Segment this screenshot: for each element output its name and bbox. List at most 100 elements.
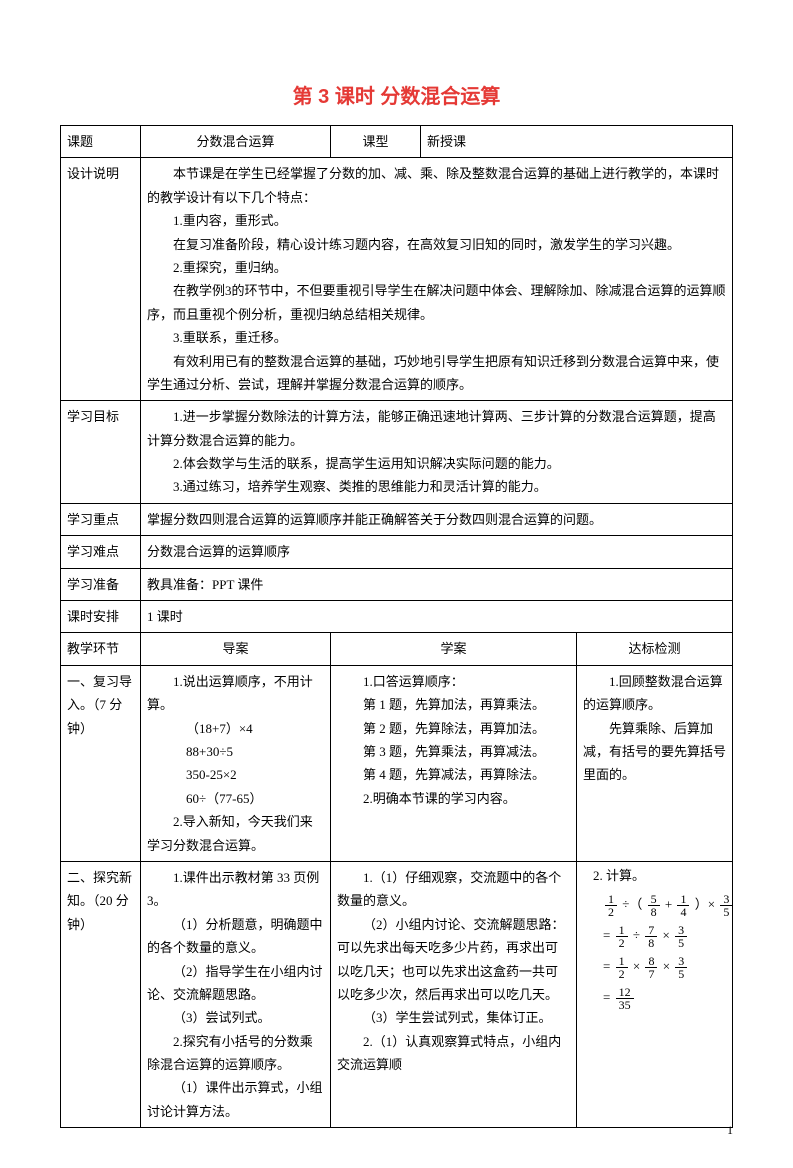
calc-line-4: = 1235 bbox=[583, 986, 726, 1011]
header-row: 课题 分数混合运算 课型 新授课 bbox=[61, 126, 733, 158]
seg2-dao-2: 2.探究有小括号的分数乘除混合运算的运算顺序。 bbox=[147, 1030, 324, 1077]
design-h1: 1.重内容，重形式。 bbox=[147, 209, 726, 232]
page: 第 3 课时 分数混合运算 课题 分数混合运算 课型 新授课 设计说明 本节课是… bbox=[0, 0, 793, 1168]
page-number: 1 bbox=[727, 1123, 733, 1138]
seg2-da: 2. 计算。 12 ÷（ 58 + 14 ）× 35 = 12 ÷ 7 bbox=[577, 861, 733, 1127]
op: ）× bbox=[695, 896, 715, 911]
design-h3: 3.重联系，重迁移。 bbox=[147, 326, 726, 349]
design-row: 设计说明 本节课是在学生已经掌握了分数的加、减、乘、除及整数混合运算的基础上进行… bbox=[61, 158, 733, 401]
op: × bbox=[662, 927, 669, 942]
goal-2: 2.体会数学与生活的联系，提高学生运用知识解决实际问题的能力。 bbox=[147, 452, 726, 475]
seg2-xue-2: 2.（1）认真观察算式特点，小组内交流运算顺 bbox=[337, 1030, 570, 1077]
seg1-dao-e3: 350-25×2 bbox=[147, 763, 324, 786]
frac-a3: 12 bbox=[616, 955, 628, 980]
frac-a4: 1235 bbox=[616, 986, 634, 1011]
lesson-table: 课题 分数混合运算 课型 新授课 设计说明 本节课是在学生已经掌握了分数的加、减… bbox=[60, 125, 733, 1128]
seg1-row: 一、复习导入。（7 分钟） 1.说出运算顺序，不用计算。 （18+7）×4 88… bbox=[61, 665, 733, 861]
seg1-dao-intro: 1.说出运算顺序，不用计算。 bbox=[147, 670, 324, 717]
seg2-row: 二、探究新知。（20 分钟） 1.课件出示教材第 33 页例 3。 （1）分析题… bbox=[61, 861, 733, 1127]
seg-h2: 导案 bbox=[141, 633, 331, 665]
frac-a2: 12 bbox=[616, 924, 628, 949]
focus-text: 掌握分数四则混合运算的运算顺序并能正确解答关于分数四则混合运算的问题。 bbox=[141, 503, 733, 535]
design-h2: 2.重探究，重归纳。 bbox=[147, 256, 726, 279]
page-title: 第 3 课时 分数混合运算 bbox=[60, 80, 733, 109]
seg1-dao-e4: 60÷（77-65） bbox=[147, 787, 324, 810]
seg1-xue: 1.口答运算顺序： 第 1 题，先算加法，再算乘法。 第 2 题，先算除法，再算… bbox=[331, 665, 577, 861]
prep-row: 学习准备 教具准备：PPT 课件 bbox=[61, 568, 733, 600]
focus-label: 学习重点 bbox=[61, 503, 141, 535]
seg2-dao-13: （3）尝试列式。 bbox=[147, 1006, 324, 1029]
design-p3: 在教学例3的环节中，不但要重视引导学生在解决问题中体会、理解除加、除减混合运算的… bbox=[147, 279, 726, 326]
frac-b3: 87 bbox=[645, 955, 657, 980]
seg1-xue-4: 第 4 题，先算减法，再算除法。 bbox=[337, 763, 570, 786]
op: × bbox=[663, 958, 670, 973]
goals-label: 学习目标 bbox=[61, 401, 141, 504]
difficulty-text: 分数混合运算的运算顺序 bbox=[141, 536, 733, 568]
seg1-dao-e1: （18+7）×4 bbox=[147, 717, 324, 740]
difficulty-row: 学习难点 分数混合运算的运算顺序 bbox=[61, 536, 733, 568]
frac-b2: 78 bbox=[645, 924, 657, 949]
design-p4: 有效利用已有的整数混合运算的基础，巧妙地引导学生把原有知识迁移到分数混合运算中来… bbox=[147, 350, 726, 397]
seg2-dao: 1.课件出示教材第 33 页例 3。 （1）分析题意，明确题中的各个数量的意义。… bbox=[141, 861, 331, 1127]
seg2-dao-12: （2）指导学生在小组内讨论、交流解题思路。 bbox=[147, 960, 324, 1007]
goal-3: 3.通过练习，培养学生观察、类推的思维能力和灵活计算的能力。 bbox=[147, 475, 726, 498]
seg2-dao-11: （1）分析题意，明确题中的各个数量的意义。 bbox=[147, 913, 324, 960]
schedule-text: 1 课时 bbox=[141, 601, 733, 633]
difficulty-label: 学习难点 bbox=[61, 536, 141, 568]
seg-h3: 学案 bbox=[331, 633, 577, 665]
seg-h1: 教学环节 bbox=[61, 633, 141, 665]
seg2-dao-1: 1.课件出示教材第 33 页例 3。 bbox=[147, 866, 324, 913]
calc-line-3: = 12 × 87 × 35 bbox=[583, 955, 726, 980]
prep-text: 教具准备：PPT 课件 bbox=[141, 568, 733, 600]
seg2-xue-13: （3）学生尝试列式，集体订正。 bbox=[337, 1006, 570, 1029]
seg-h4: 达标检测 bbox=[577, 633, 733, 665]
seg1-dao-e2: 88+30÷5 bbox=[147, 740, 324, 763]
calc-line-2: = 12 ÷ 78 × 35 bbox=[583, 924, 726, 949]
type-label: 课型 bbox=[331, 126, 421, 158]
frac-b1: 58 bbox=[648, 893, 660, 918]
op: + bbox=[665, 896, 672, 911]
seg1-dao-p2: 2.导入新知，今天我们来学习分数混合运算。 bbox=[147, 810, 324, 857]
design-p2: 在复习准备阶段，精心设计练习题内容，在高效复习旧知的同时，激发学生的学习兴趣。 bbox=[147, 233, 726, 256]
seg1-dao: 1.说出运算顺序，不用计算。 （18+7）×4 88+30÷5 350-25×2… bbox=[141, 665, 331, 861]
frac-c1: 14 bbox=[677, 893, 689, 918]
frac-c3: 35 bbox=[675, 955, 687, 980]
design-label: 设计说明 bbox=[61, 158, 141, 401]
calc-title: 2. 计算。 bbox=[583, 866, 726, 887]
op: ÷（ bbox=[622, 896, 642, 911]
goal-1: 1.进一步掌握分数除法的计算方法，能够正确迅速地计算两、三步计算的分数混合运算题… bbox=[147, 405, 726, 452]
topic-value: 分数混合运算 bbox=[141, 126, 331, 158]
prep-label: 学习准备 bbox=[61, 568, 141, 600]
seg2-xue-1: 1.（1）仔细观察，交流题中的各个数量的意义。 bbox=[337, 866, 570, 913]
schedule-row: 课时安排 1 课时 bbox=[61, 601, 733, 633]
segment-header-row: 教学环节 导案 学案 达标检测 bbox=[61, 633, 733, 665]
topic-label: 课题 bbox=[61, 126, 141, 158]
eq: = bbox=[603, 989, 610, 1004]
seg2-label: 二、探究新知。（20 分钟） bbox=[61, 861, 141, 1127]
goals-content: 1.进一步掌握分数除法的计算方法，能够正确迅速地计算两、三步计算的分数混合运算题… bbox=[141, 401, 733, 504]
design-p1: 本节课是在学生已经掌握了分数的加、减、乘、除及整数混合运算的基础上进行教学的，本… bbox=[147, 162, 726, 209]
frac-d1: 35 bbox=[720, 893, 732, 918]
goals-row: 学习目标 1.进一步掌握分数除法的计算方法，能够正确迅速地计算两、三步计算的分数… bbox=[61, 401, 733, 504]
focus-row: 学习重点 掌握分数四则混合运算的运算顺序并能正确解答关于分数四则混合运算的问题。 bbox=[61, 503, 733, 535]
seg2-xue-12: （2）小组内讨论、交流解题思路：可以先求出每天吃多少片药，再求出可以吃几天；也可… bbox=[337, 913, 570, 1007]
seg1-label: 一、复习导入。（7 分钟） bbox=[61, 665, 141, 861]
calc-line-1: 12 ÷（ 58 + 14 ）× 35 bbox=[583, 893, 726, 918]
seg1-xue-2: 第 2 题，先算除法，再算加法。 bbox=[337, 717, 570, 740]
frac-a1: 12 bbox=[605, 893, 617, 918]
design-content: 本节课是在学生已经掌握了分数的加、减、乘、除及整数混合运算的基础上进行教学的，本… bbox=[141, 158, 733, 401]
calc-block: 2. 计算。 12 ÷（ 58 + 14 ）× 35 = 12 ÷ 7 bbox=[583, 866, 726, 1011]
op: × bbox=[633, 958, 640, 973]
op: ÷ bbox=[633, 927, 640, 942]
seg1-xue-1: 第 1 题，先算加法，再算乘法。 bbox=[337, 693, 570, 716]
type-value: 新授课 bbox=[421, 126, 733, 158]
eq: = bbox=[603, 927, 610, 942]
seg1-da-2: 先算乘除、后算加减，有括号的要先算括号里面的。 bbox=[583, 717, 726, 787]
seg1-xue-p2: 2.明确本节课的学习内容。 bbox=[337, 787, 570, 810]
seg1-xue-3: 第 3 题，先算乘法，再算减法。 bbox=[337, 740, 570, 763]
seg2-xue: 1.（1）仔细观察，交流题中的各个数量的意义。 （2）小组内讨论、交流解题思路：… bbox=[331, 861, 577, 1127]
seg1-da-1: 1.回顾整数混合运算的运算顺序。 bbox=[583, 670, 726, 717]
frac-c2: 35 bbox=[675, 924, 687, 949]
seg1-xue-h: 1.口答运算顺序： bbox=[337, 670, 570, 693]
seg2-dao-21: （1）课件出示算式，小组讨论计算方法。 bbox=[147, 1076, 324, 1123]
